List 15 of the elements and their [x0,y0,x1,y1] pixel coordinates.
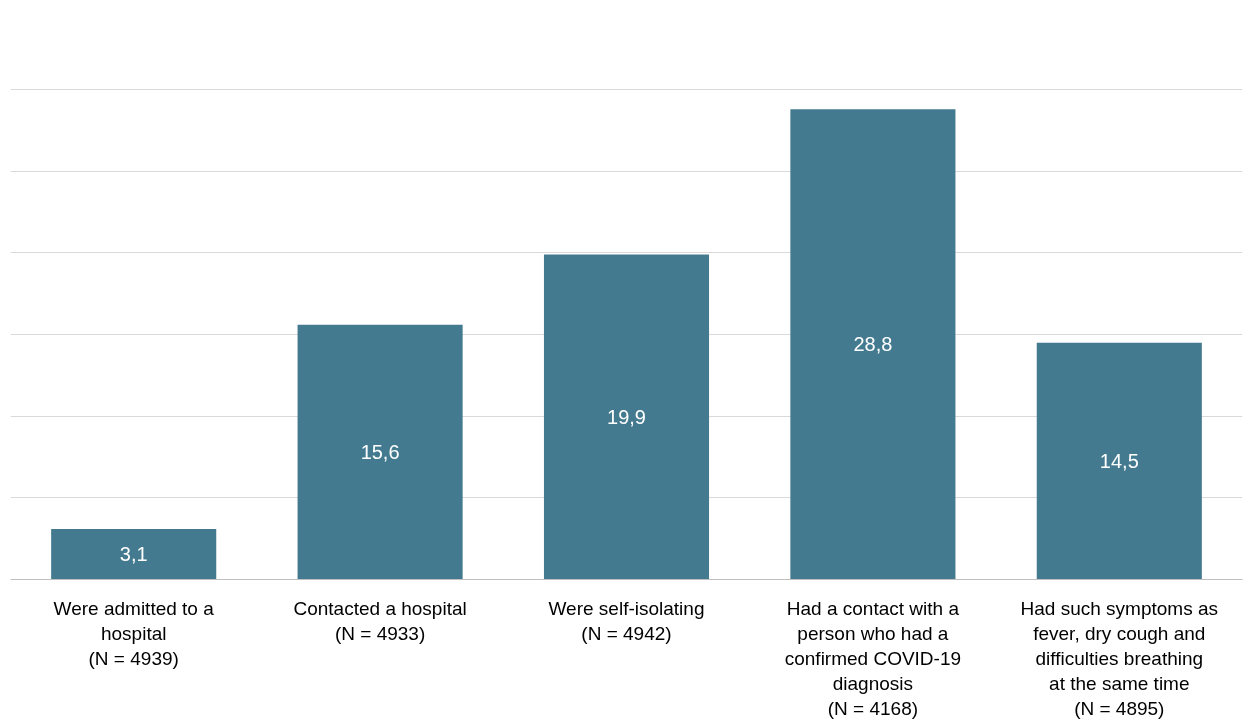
bar [790,109,956,580]
x-tick-label: Contacted a hospital (N = 4933) [293,597,467,644]
x-tick-label: Were admitted to a hospital (N = 4939) [53,597,215,669]
bar [51,528,217,580]
x-tick-label: Were self-isolating (N = 4942) [548,597,705,644]
bar [297,324,463,580]
data-label: 3,1 [119,543,148,566]
data-label: 28,8 [853,333,893,356]
x-tick-label: Had such symptoms as fever, dry cough and difficulties breathing at the same time (N = 4895) [1020,597,1219,720]
x-tick-label: Had a contact with a person who had a confirmed COVID-19 diagnosis (N = 4168) [784,597,962,720]
bar [1036,342,1202,580]
data-label: 14,5 [1099,450,1139,473]
bar [543,254,710,580]
data-label: 15,6 [360,441,400,464]
data-label: 19,9 [607,406,646,429]
